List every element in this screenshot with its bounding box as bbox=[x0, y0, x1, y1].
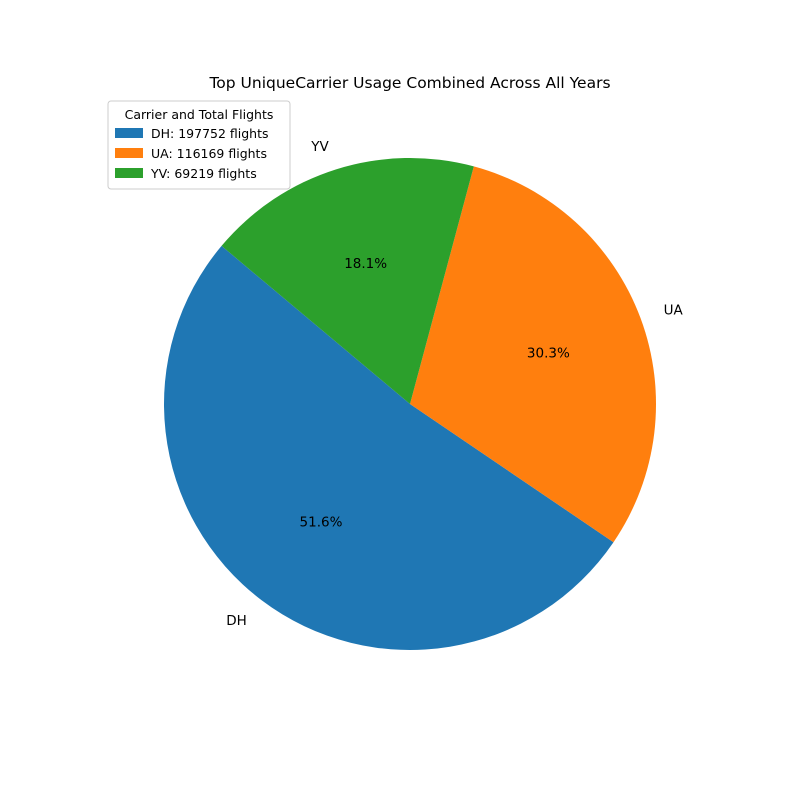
legend-entry-yv: YV: 69219 flights bbox=[150, 166, 257, 181]
pie-slice-dh bbox=[164, 245, 614, 650]
pie-slices bbox=[164, 158, 656, 650]
slice-label-ua: UA bbox=[664, 303, 684, 319]
legend: Carrier and Total Flights DH: 197752 fli… bbox=[107, 100, 291, 190]
slice-label-yv: YV bbox=[310, 139, 329, 155]
legend-swatch-ua bbox=[115, 148, 143, 158]
legend-entry-dh: DH: 197752 flights bbox=[151, 126, 269, 141]
chart-title: Top UniqueCarrier Usage Combined Across … bbox=[208, 74, 610, 92]
pct-label-ua: 30.3% bbox=[527, 346, 570, 362]
slice-labels: DH 51.6% UA 30.3% YV 18.1% bbox=[226, 139, 683, 629]
pct-label-dh: 51.6% bbox=[300, 515, 343, 531]
legend-box bbox=[107, 100, 291, 190]
legend-title: Carrier and Total Flights bbox=[125, 107, 274, 122]
legend-swatch-yv bbox=[115, 168, 143, 178]
pie-slice-ua bbox=[410, 166, 656, 543]
pie-slice-yv bbox=[221, 158, 474, 404]
legend-swatch-dh bbox=[115, 128, 143, 138]
slice-label-dh: DH bbox=[226, 613, 247, 629]
pct-label-yv: 18.1% bbox=[344, 256, 387, 272]
legend-entry-ua: UA: 116169 flights bbox=[151, 146, 267, 161]
